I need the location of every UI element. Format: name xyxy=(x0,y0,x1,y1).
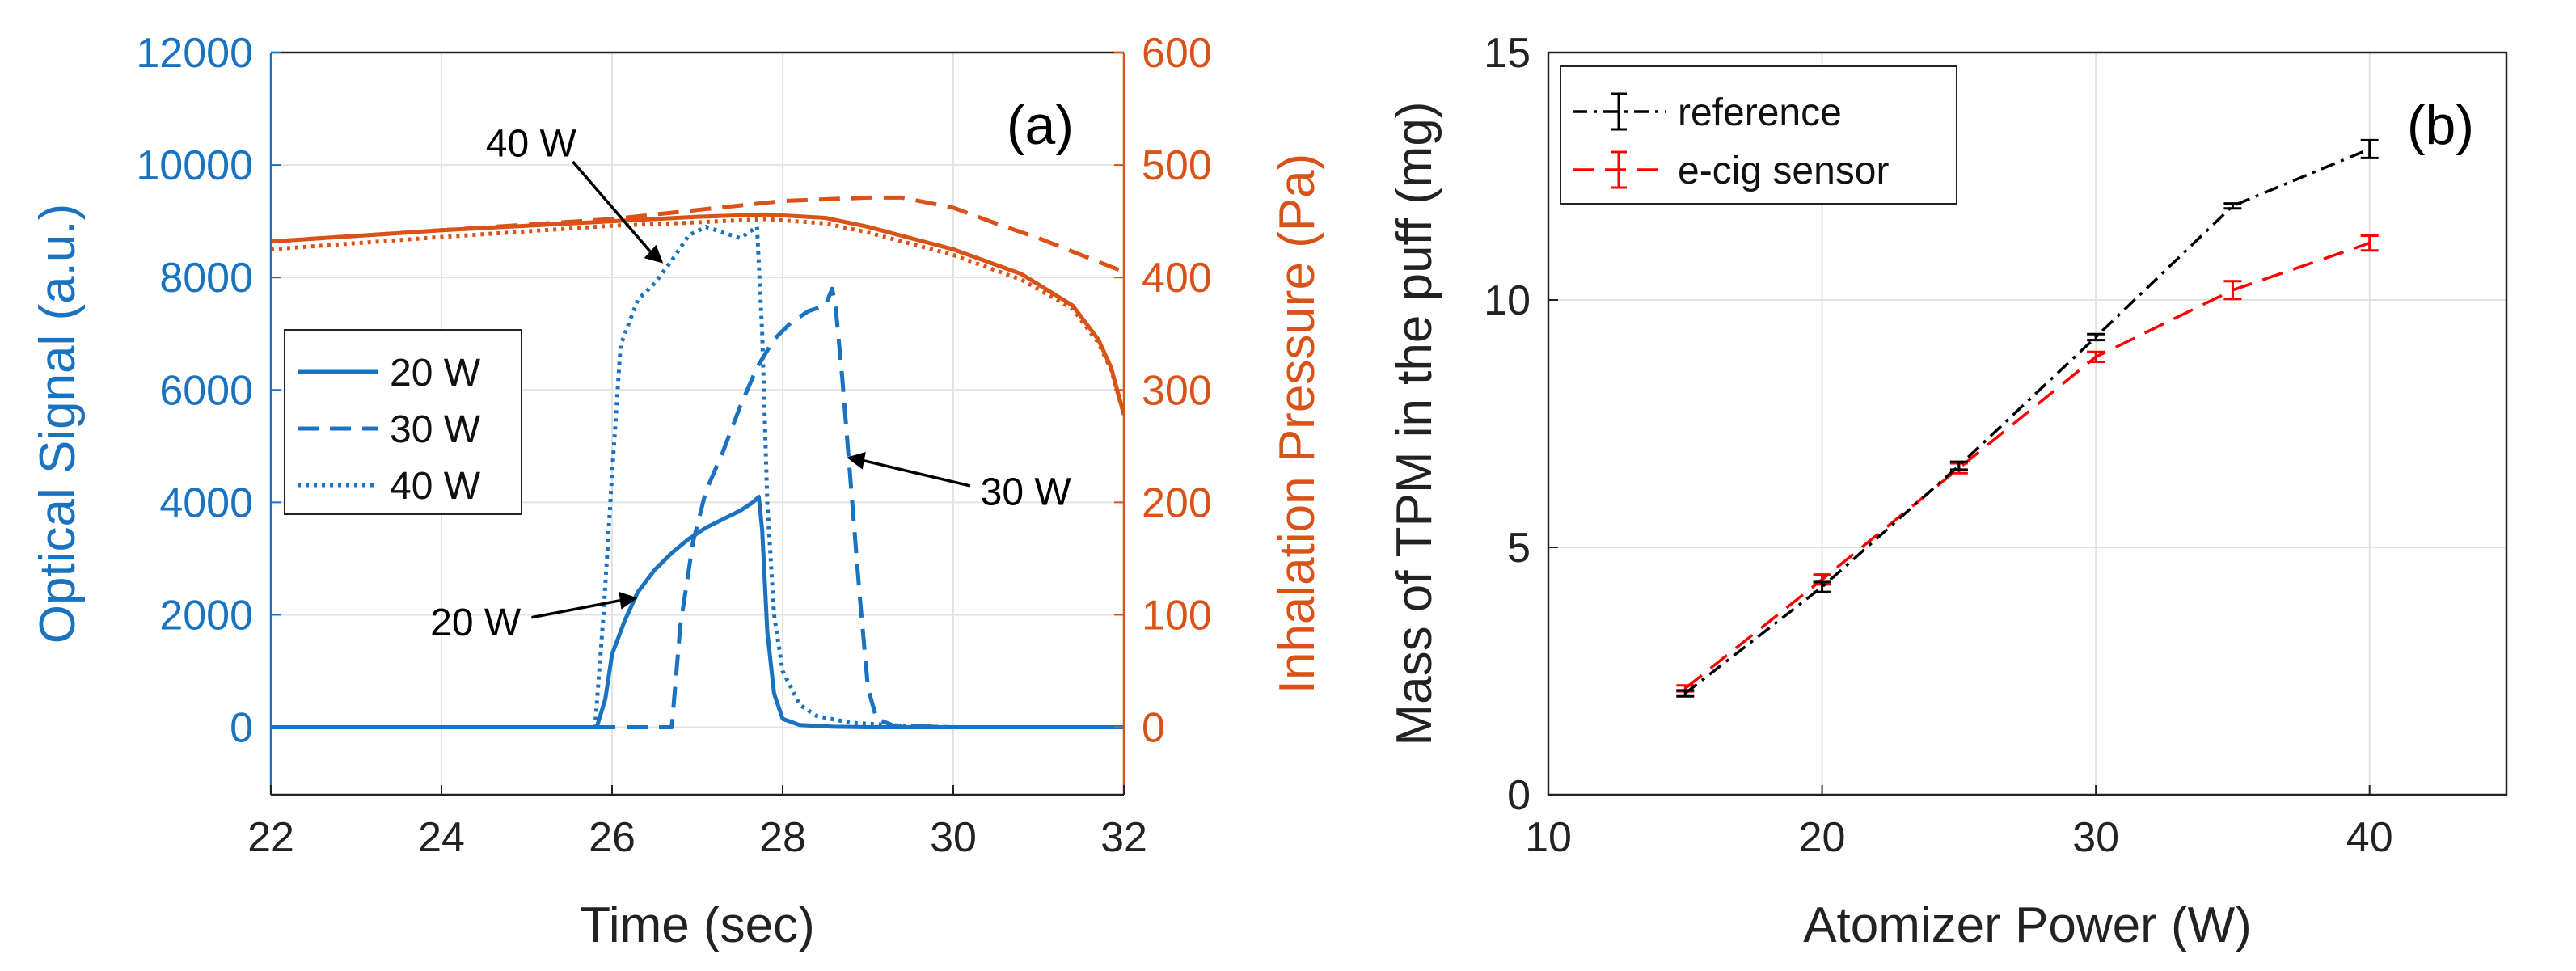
legend-b: reference e-cig sensor xyxy=(1560,65,1957,205)
legend-a: 20 W 30 W 40 W xyxy=(284,329,522,515)
x-tick-label: 10 xyxy=(1525,814,1572,861)
y-left-tick-label: 2000 xyxy=(159,592,253,639)
y-right-tick-label: 0 xyxy=(1142,705,1165,752)
y-tick-label: 5 xyxy=(1507,525,1531,572)
legend-label: 30 W xyxy=(390,408,481,451)
error-bar-point xyxy=(2087,332,2105,342)
y-left-tick-label: 12000 xyxy=(136,30,253,77)
annotation-label: 20 W xyxy=(430,602,522,644)
error-bar-point xyxy=(1813,580,1831,593)
y-left-tick-label: 0 xyxy=(230,705,253,752)
y-left-tick-label: 10000 xyxy=(136,142,253,189)
y-tick-label: 15 xyxy=(1484,30,1531,77)
error-bar-point xyxy=(1676,689,1695,698)
legend-label: 40 W xyxy=(390,465,481,508)
x-tick-label: 30 xyxy=(2072,814,2119,861)
error-bar-point xyxy=(2087,350,2105,363)
y-right-tick-label: 100 xyxy=(1142,592,1212,639)
y-right-tick-label: 500 xyxy=(1142,142,1212,189)
annotation-arrow-head xyxy=(847,451,866,470)
annotation-arrow-shaft xyxy=(864,459,971,488)
annotation-arrow-head xyxy=(619,591,638,610)
pressure-series-line xyxy=(270,212,1126,416)
error-bar-point xyxy=(2360,234,2379,252)
panel-label-b: (b) xyxy=(2407,95,2474,156)
x-tick-label: 26 xyxy=(589,814,636,861)
legend-label: reference xyxy=(1678,91,1842,134)
y-left-tick-label: 4000 xyxy=(159,479,253,526)
x-tick-label: 40 xyxy=(2346,814,2393,861)
y-left-tick-label: 6000 xyxy=(159,367,253,414)
series-line-reference xyxy=(1684,147,2371,694)
x-axis-title: Atomizer Power (W) xyxy=(1803,897,2252,953)
annotation-label: 30 W xyxy=(981,471,1072,513)
legend-box xyxy=(1560,65,1957,205)
y-left-axis-title: Optical Signal (a.u.) xyxy=(30,204,86,644)
x-tick-label: 32 xyxy=(1100,814,1147,861)
x-axis-title: Time (sec) xyxy=(580,897,814,953)
optical-series-line xyxy=(271,494,1124,729)
x-tick-label: 22 xyxy=(247,814,294,861)
x-tick-label: 28 xyxy=(759,814,806,861)
y-right-axis-title: Inhalation Pressure (Pa) xyxy=(1269,154,1325,694)
y-axis-title: Mass of TPM in the puff (mg) xyxy=(1387,101,1442,745)
axes-box-b xyxy=(1547,51,2508,796)
y-left-tick-label: 8000 xyxy=(159,255,253,302)
x-tick-label: 30 xyxy=(930,814,977,861)
error-bar-point xyxy=(2223,280,2242,301)
error-bar-point xyxy=(1949,460,1968,471)
annotation-arrow-shaft xyxy=(531,599,621,619)
x-tick-label: 20 xyxy=(1799,814,1846,861)
y-right-tick-label: 600 xyxy=(1142,30,1212,77)
pressure-series-line xyxy=(270,217,1126,416)
annotation-label: 40 W xyxy=(486,122,577,165)
error-bar-point xyxy=(2223,202,2242,210)
optical-series-line xyxy=(271,286,1124,729)
panel-b-chart: 10 20 30 40 0 5 10 15 Atomizer Power (W) Mass of … xyxy=(1387,30,2508,953)
y-right-tick-label: 200 xyxy=(1142,479,1212,526)
legend-label: e-cig sensor xyxy=(1678,150,1889,192)
y-tick-label: 10 xyxy=(1484,277,1531,324)
annotation-arrow-shaft xyxy=(572,160,652,253)
annotation-arrow-head xyxy=(644,244,664,264)
panel-a-chart: 22 24 26 28 30 32 0 2000 4000 6000 8000 10000 12000 0… xyxy=(30,30,1325,953)
x-tick-label: 24 xyxy=(418,814,465,861)
error-bar-point xyxy=(2360,138,2379,159)
legend-label: 20 W xyxy=(390,352,481,395)
pressure-series-line xyxy=(270,195,1125,274)
y-right-tick-label: 400 xyxy=(1142,255,1212,302)
y-right-tick-label: 300 xyxy=(1142,367,1212,414)
y-tick-label: 0 xyxy=(1507,772,1531,819)
panel-label-a: (a) xyxy=(1007,95,1074,156)
series-line-e-cig-sensor xyxy=(1684,241,2371,690)
